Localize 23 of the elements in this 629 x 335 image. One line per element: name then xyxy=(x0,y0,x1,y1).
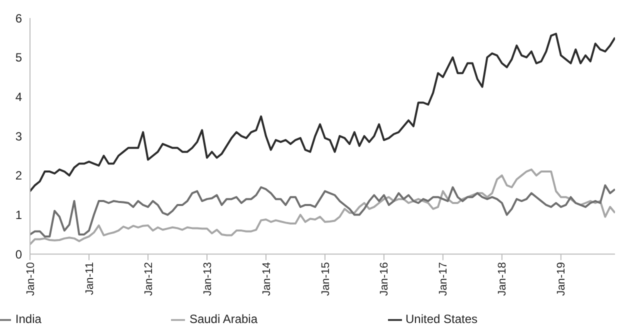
x-tick-label: Jan-17 xyxy=(438,262,450,296)
x-tick-label: Jan-13 xyxy=(202,262,214,296)
x-tick-label: Jan-12 xyxy=(142,262,155,296)
x-tick-label: Jan-19 xyxy=(556,262,568,296)
line-series xyxy=(30,184,615,238)
x-tick-label: Jan-18 xyxy=(496,262,509,296)
line-series xyxy=(30,32,615,192)
y-tick-label: 2 xyxy=(15,168,22,183)
x-tick-label: Jan-11 xyxy=(84,262,96,295)
x-tick-label: Jan-10 xyxy=(24,262,37,296)
y-tick-label: 3 xyxy=(15,129,22,144)
legend-label: Saudi Arabia xyxy=(189,312,258,326)
x-tick-label: Jan-16 xyxy=(378,262,391,296)
y-tick-label: 1 xyxy=(15,208,22,222)
y-tick-label: 4 xyxy=(15,90,22,104)
legend-label: India xyxy=(15,312,42,326)
line-series xyxy=(30,168,615,246)
legend-label: United States xyxy=(406,312,478,326)
x-tick-label: Jan-14 xyxy=(260,262,273,296)
y-tick-label: 0 xyxy=(15,247,22,262)
y-tick-label: 6 xyxy=(15,11,22,26)
y-tick-label: 5 xyxy=(15,50,22,65)
x-tick-label: Jan-15 xyxy=(320,262,332,296)
